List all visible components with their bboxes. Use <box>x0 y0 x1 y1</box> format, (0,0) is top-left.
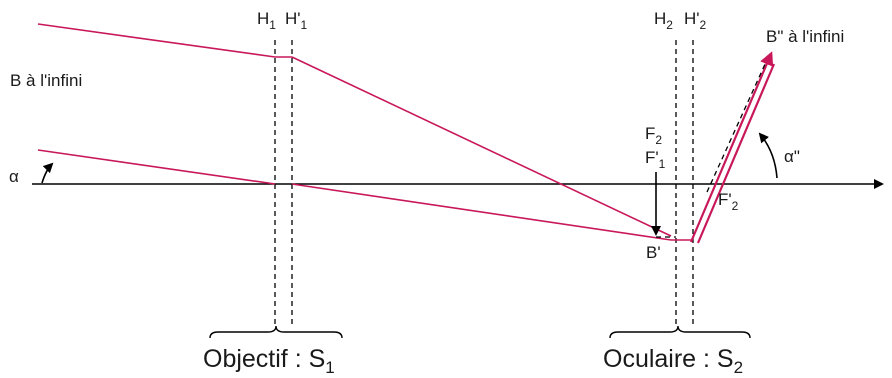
label-b-infini: B à l'infini <box>10 71 82 90</box>
label-alpha: α <box>9 167 19 186</box>
label-b-prime: B' <box>646 243 661 262</box>
ray-bottom-incident <box>37 149 276 185</box>
oculaire-brace <box>609 325 751 339</box>
emergent-ray-2 <box>696 63 776 244</box>
ray-top-refracted <box>291 56 672 237</box>
label-h2: H2 <box>654 9 673 32</box>
emergent-dashed-ray <box>706 61 767 193</box>
alpha-pp-arrow <box>758 132 778 179</box>
label-alpha-pp: α" <box>784 147 800 166</box>
emergent-ray-1 <box>689 51 774 243</box>
label-h1-prime: H'1 <box>285 9 308 32</box>
label-f2: F2 <box>645 124 662 147</box>
label-h2-prime: H'2 <box>684 9 707 32</box>
ray-top-incident <box>37 23 276 58</box>
objectif-brace <box>209 325 343 339</box>
label-objectif: Objectif : S1 <box>203 345 335 377</box>
alpha-arrow <box>41 162 54 184</box>
label-f2-prime: F'2 <box>718 190 739 213</box>
label-f1-prime: F'1 <box>645 148 666 171</box>
label-oculaire: Oculaire : S2 <box>603 345 743 377</box>
ray-bottom-refracted <box>291 183 672 241</box>
label-bpp-infini: B" à l'infini <box>766 27 844 46</box>
label-h1: H1 <box>257 9 276 32</box>
